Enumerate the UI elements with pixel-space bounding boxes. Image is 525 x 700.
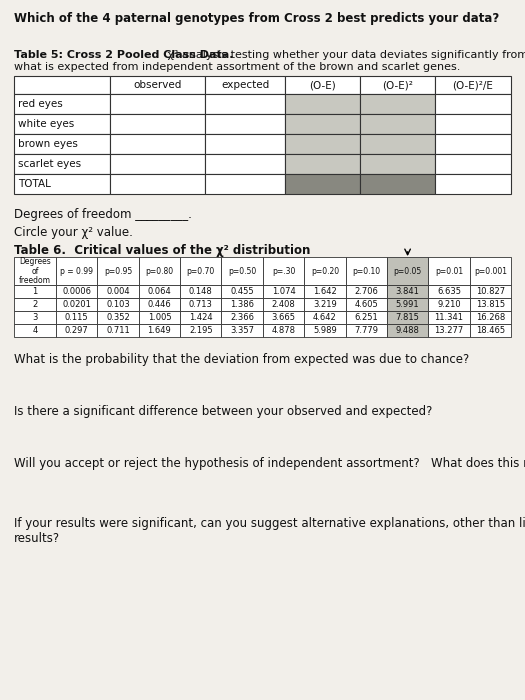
Bar	[345, 298, 387, 311]
Bar	[304, 324, 345, 337]
Text: 0.352: 0.352	[106, 313, 130, 322]
Text: 1.642: 1.642	[313, 287, 337, 296]
Bar	[14, 298, 56, 311]
Text: 0.004: 0.004	[106, 287, 130, 296]
Bar	[14, 154, 110, 174]
Bar	[110, 76, 205, 94]
Bar	[14, 174, 110, 194]
Text: 2.408: 2.408	[271, 300, 296, 309]
Text: 16.268: 16.268	[476, 313, 505, 322]
Bar	[428, 257, 470, 285]
Bar	[285, 76, 360, 94]
Bar	[205, 174, 285, 194]
Text: (O-E): (O-E)	[309, 80, 336, 90]
Bar	[387, 324, 428, 337]
Bar	[205, 76, 285, 94]
Text: Which of the 4 paternal genotypes from Cross 2 best predicts your data?: Which of the 4 paternal genotypes from C…	[14, 12, 499, 25]
Bar	[205, 94, 285, 114]
Bar	[263, 298, 304, 311]
Bar	[285, 154, 360, 174]
Text: 4.878: 4.878	[271, 326, 296, 335]
Bar	[14, 114, 110, 134]
Bar	[110, 174, 205, 194]
Text: p=0.01: p=0.01	[435, 267, 463, 276]
Text: 1.649: 1.649	[148, 326, 171, 335]
Bar	[97, 298, 139, 311]
Text: 2.706: 2.706	[354, 287, 378, 296]
Bar	[14, 324, 56, 337]
Bar	[285, 114, 360, 134]
Bar	[14, 76, 110, 94]
Bar	[180, 311, 222, 324]
Bar	[345, 285, 387, 298]
Bar	[263, 324, 304, 337]
Text: 3.665: 3.665	[271, 313, 296, 322]
Text: 0.297: 0.297	[65, 326, 89, 335]
Text: 0.064: 0.064	[148, 287, 171, 296]
Text: brown eyes: brown eyes	[18, 139, 78, 149]
Text: 5.991: 5.991	[396, 300, 419, 309]
Bar	[428, 298, 470, 311]
Bar	[435, 154, 511, 174]
Bar	[263, 311, 304, 324]
Bar	[470, 298, 511, 311]
Bar	[180, 298, 222, 311]
Bar	[470, 285, 511, 298]
Bar	[285, 134, 360, 154]
Bar	[139, 311, 180, 324]
Text: 0.455: 0.455	[230, 287, 254, 296]
Text: 3.219: 3.219	[313, 300, 337, 309]
Bar	[180, 257, 222, 285]
Bar	[110, 94, 205, 114]
Text: (O-E)²: (O-E)²	[382, 80, 413, 90]
Bar	[470, 257, 511, 285]
Text: p=0.70: p=0.70	[187, 267, 215, 276]
Bar	[110, 114, 205, 134]
Text: 3.357: 3.357	[230, 326, 254, 335]
Bar	[435, 76, 511, 94]
Bar	[14, 257, 56, 285]
Text: 0.713: 0.713	[189, 300, 213, 309]
Bar	[110, 154, 205, 174]
Bar	[222, 298, 263, 311]
Text: 11.341: 11.341	[435, 313, 464, 322]
Text: 9.488: 9.488	[396, 326, 419, 335]
Bar	[435, 114, 511, 134]
Bar	[222, 285, 263, 298]
Text: 3.841: 3.841	[396, 287, 419, 296]
Text: 4.642: 4.642	[313, 313, 337, 322]
Text: p=.30: p=.30	[272, 267, 295, 276]
Text: 0.711: 0.711	[106, 326, 130, 335]
Text: 4.605: 4.605	[354, 300, 378, 309]
Bar	[285, 174, 360, 194]
Bar	[360, 134, 435, 154]
Bar	[205, 154, 285, 174]
Text: 0.0201: 0.0201	[62, 300, 91, 309]
Bar	[97, 324, 139, 337]
Text: expected: expected	[221, 80, 269, 90]
Bar	[14, 285, 56, 298]
Bar	[435, 94, 511, 114]
Text: p=0.50: p=0.50	[228, 267, 256, 276]
Text: 7.815: 7.815	[396, 313, 419, 322]
Bar	[97, 257, 139, 285]
Text: red eyes: red eyes	[18, 99, 63, 109]
Bar	[139, 324, 180, 337]
Bar	[263, 285, 304, 298]
Text: p=0.95: p=0.95	[104, 267, 132, 276]
Text: p=0.10: p=0.10	[352, 267, 380, 276]
Text: Table 5: Cross 2 Pooled Class Data.: Table 5: Cross 2 Pooled Class Data.	[14, 50, 234, 60]
Bar	[304, 285, 345, 298]
Text: 1.386: 1.386	[230, 300, 254, 309]
Bar	[304, 298, 345, 311]
Text: p = 0.99: p = 0.99	[60, 267, 93, 276]
Text: p=0.80: p=0.80	[145, 267, 173, 276]
Bar	[435, 134, 511, 154]
Text: 0.103: 0.103	[106, 300, 130, 309]
Bar	[97, 285, 139, 298]
Bar	[205, 134, 285, 154]
Bar	[14, 134, 110, 154]
Bar	[428, 285, 470, 298]
Text: TOTAL: TOTAL	[18, 179, 51, 189]
